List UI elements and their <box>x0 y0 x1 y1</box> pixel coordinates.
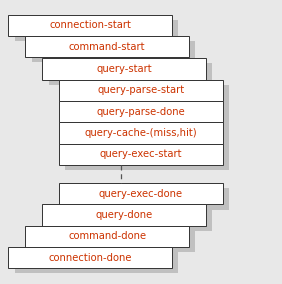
Bar <box>32 231 195 252</box>
Text: command-start: command-start <box>69 41 146 52</box>
Bar <box>65 149 229 170</box>
Bar <box>15 252 178 273</box>
Bar <box>8 15 172 36</box>
Bar <box>65 106 229 128</box>
Text: connection-done: connection-done <box>49 253 132 263</box>
Bar <box>59 122 223 144</box>
Text: query-cache-(miss,hit): query-cache-(miss,hit) <box>85 128 197 138</box>
Bar <box>59 144 223 165</box>
Bar <box>65 128 229 149</box>
Bar <box>32 41 195 62</box>
Text: query-exec-done: query-exec-done <box>99 189 183 199</box>
Bar <box>59 183 223 204</box>
Bar <box>42 204 206 226</box>
Bar <box>15 20 178 41</box>
Bar <box>42 58 206 80</box>
Bar <box>8 247 172 268</box>
Bar <box>25 36 189 57</box>
Bar <box>65 85 229 106</box>
Bar <box>59 101 223 122</box>
Text: query-done: query-done <box>95 210 153 220</box>
Bar <box>59 80 223 101</box>
Text: query-parse-done: query-parse-done <box>97 107 185 117</box>
Text: query-parse-start: query-parse-start <box>98 85 184 95</box>
Text: query-exec-start: query-exec-start <box>100 149 182 159</box>
Bar <box>49 210 212 231</box>
Text: connection-start: connection-start <box>49 20 131 30</box>
Bar <box>49 63 212 85</box>
Bar <box>25 226 189 247</box>
Text: query-start: query-start <box>96 64 152 74</box>
Bar <box>65 188 229 210</box>
Text: command-done: command-done <box>68 231 146 241</box>
